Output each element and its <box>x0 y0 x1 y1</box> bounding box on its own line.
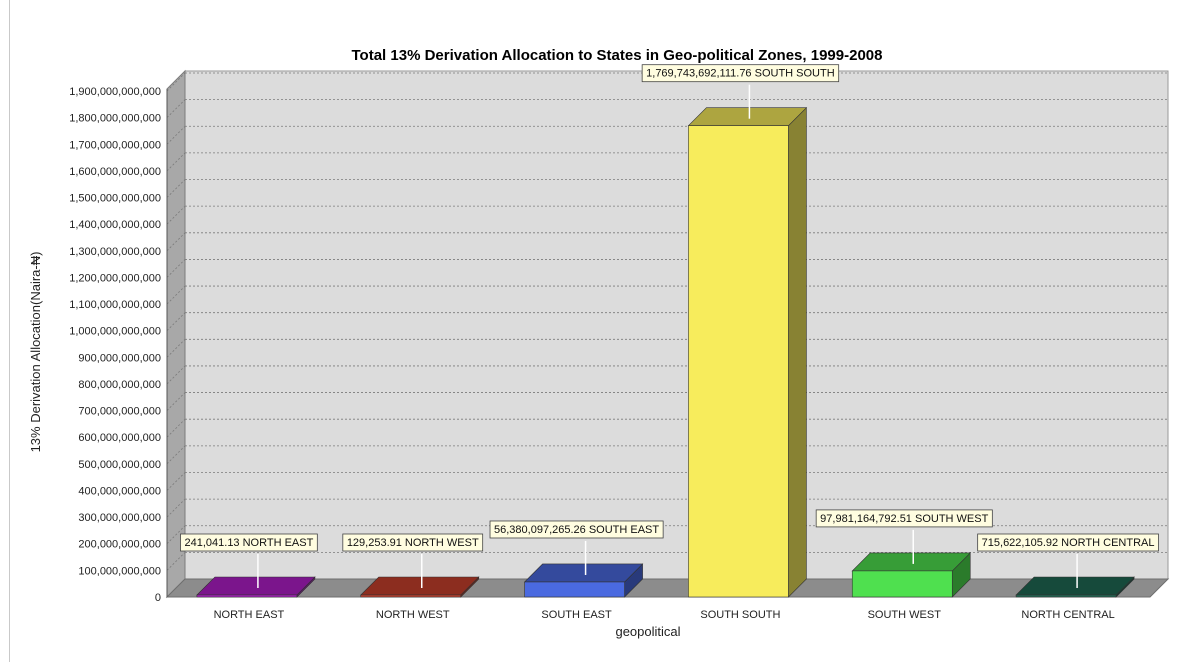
bar <box>360 594 462 598</box>
bar-side <box>788 106 807 598</box>
gridline-side <box>166 365 186 385</box>
data-label: 715,622,105.92 NORTH CENTRAL <box>982 537 1155 549</box>
gridline-side <box>166 259 186 278</box>
y-tick-label: 200,000,000,000 <box>78 539 161 551</box>
gridline-side <box>166 72 186 92</box>
data-label-box <box>489 520 664 539</box>
gridline-side <box>166 339 186 358</box>
y-tick-label: 1,200,000,000,000 <box>69 272 161 284</box>
y-tick-label: 1,800,000,000,000 <box>69 113 161 125</box>
plot-back-wall <box>184 70 1169 580</box>
gridline-side <box>166 285 186 305</box>
bar <box>524 581 625 598</box>
y-tick-label: 1,600,000,000,000 <box>69 166 161 178</box>
bar-top <box>851 552 971 572</box>
x-tick-label: NORTH EAST <box>214 609 285 621</box>
y-tick-label: 1,400,000,000,000 <box>69 219 161 231</box>
y-tick-label: 100,000,000,000 <box>78 565 161 577</box>
y-tick-label: 1,100,000,000,000 <box>69 299 161 311</box>
y-tick-label: 600,000,000,000 <box>78 432 161 444</box>
x-tick-label: SOUTH WEST <box>868 609 942 621</box>
x-tick-label: NORTH CENTRAL <box>1021 609 1114 621</box>
data-label: 56,380,097,265.26 SOUTH EAST <box>494 524 659 536</box>
gridline-side <box>166 205 186 225</box>
gridline-side <box>166 152 186 172</box>
gridline-side <box>166 525 186 545</box>
bar-top <box>360 576 480 596</box>
bar <box>196 594 298 598</box>
data-label: 1,769,743,692,111.76 SOUTH SOUTH <box>646 68 835 80</box>
y-axis-title: 13% Derivation Allocation(Naira-₦) <box>28 252 43 453</box>
y-tick-label: 1,500,000,000,000 <box>69 193 161 205</box>
chart-title: Total 13% Derivation Allocation to State… <box>352 47 883 64</box>
data-label: 241,041.13 NORTH EAST <box>185 537 314 549</box>
plot-side-wall <box>166 69 186 599</box>
x-tick-label: SOUTH SOUTH <box>700 609 780 621</box>
bar-top <box>687 107 808 126</box>
bar <box>1015 594 1117 598</box>
y-tick-label: 0 <box>155 592 161 604</box>
gridline-side <box>166 498 186 518</box>
y-tick-label: 1,900,000,000,000 <box>69 86 161 98</box>
data-label-box <box>977 533 1159 552</box>
data-label-box <box>180 533 318 552</box>
y-tick-label: 400,000,000,000 <box>78 485 161 497</box>
y-tick-label: 1,000,000,000,000 <box>69 326 161 338</box>
gridline-side <box>166 445 186 465</box>
gridline-side <box>166 99 186 118</box>
y-tick-label: 300,000,000,000 <box>78 512 161 524</box>
data-label-box <box>815 509 993 528</box>
gridline-side <box>166 472 186 491</box>
data-label: 97,981,164,792.51 SOUTH WEST <box>820 513 988 525</box>
data-label-box <box>342 533 484 552</box>
frame-left-border <box>9 0 10 662</box>
data-label: 129,253.91 NORTH WEST <box>347 537 479 549</box>
gridline-side <box>166 552 186 571</box>
bar-top <box>1015 576 1135 596</box>
y-tick-label: 900,000,000,000 <box>78 352 161 364</box>
x-tick-label: SOUTH EAST <box>541 609 612 621</box>
gridline-side <box>166 232 186 252</box>
y-tick-label: 700,000,000,000 <box>78 406 161 418</box>
bar <box>688 125 789 598</box>
gridline-side <box>166 125 186 145</box>
bar-top <box>523 563 644 583</box>
y-tick-label: 1,700,000,000,000 <box>69 139 161 151</box>
x-axis-title: geopolitical <box>615 624 680 639</box>
bar <box>851 570 953 598</box>
gridline-side <box>166 418 186 438</box>
data-label-box <box>641 64 840 83</box>
gridline-side <box>166 179 186 198</box>
gridline-side <box>166 312 186 331</box>
gridline-side <box>166 392 186 411</box>
bar-top <box>196 576 316 596</box>
x-tick-label: NORTH WEST <box>376 609 450 621</box>
y-tick-label: 800,000,000,000 <box>78 379 161 391</box>
y-tick-label: 1,300,000,000,000 <box>69 246 161 258</box>
y-tick-label: 500,000,000,000 <box>78 459 161 471</box>
